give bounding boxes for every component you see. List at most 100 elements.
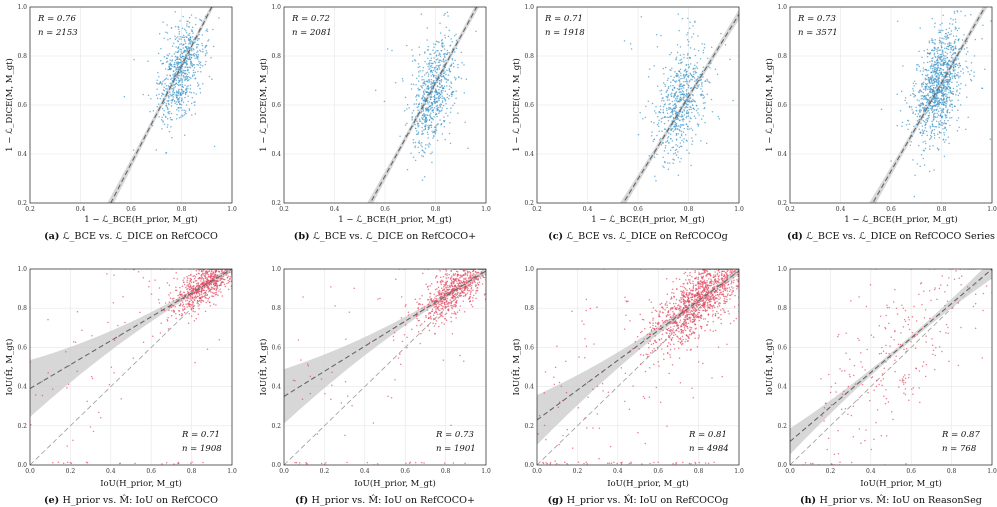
scatter-point <box>426 100 428 103</box>
scatter-point <box>460 281 463 284</box>
scatter-point <box>199 92 202 94</box>
scatter-point <box>440 122 443 125</box>
scatter-point <box>427 108 430 110</box>
scatter-point <box>220 270 223 272</box>
scatter-point <box>417 71 420 73</box>
scatter-point <box>444 301 446 304</box>
scatter-point <box>194 287 197 289</box>
scatter-point <box>438 98 441 100</box>
scatter-point <box>450 107 452 109</box>
scatter-point <box>421 75 423 78</box>
scatter-point <box>694 20 696 23</box>
scatter-point <box>190 289 193 292</box>
scatter-point <box>213 280 215 283</box>
scatter-point <box>432 322 434 324</box>
scatter-point <box>686 109 689 112</box>
scatter-point <box>213 284 216 287</box>
scatter-point <box>190 287 193 289</box>
scatter-point <box>677 88 680 91</box>
scatter-point <box>408 132 410 134</box>
scatter-point <box>679 115 681 118</box>
scatter-point <box>193 274 196 277</box>
x-tick-label: 0.0 <box>25 468 35 475</box>
scatter-point <box>438 104 441 106</box>
scatter-point <box>406 122 408 125</box>
scatter-point <box>507 162 509 164</box>
scatter-point <box>180 106 182 109</box>
scatter-point <box>423 112 425 115</box>
scatter-point <box>168 306 170 309</box>
scatter-point <box>434 323 437 325</box>
scatter-point <box>441 322 443 324</box>
scatter-point <box>427 57 429 60</box>
scatter-point <box>177 47 179 50</box>
scatter-point <box>459 295 461 297</box>
scatter-point <box>167 78 169 81</box>
scatter-point <box>183 305 185 308</box>
scatter-point <box>404 305 407 307</box>
scatter-point <box>452 291 454 293</box>
scatter-point <box>169 74 171 77</box>
x-tick-label: 0.6 <box>400 468 410 475</box>
scatter-point <box>202 279 205 281</box>
scatter-point <box>659 90 661 92</box>
scatter-point <box>684 107 686 109</box>
scatter-point <box>166 90 169 93</box>
scatter-point <box>942 98 945 101</box>
scatter-point <box>185 297 188 299</box>
scatter-point <box>436 100 438 102</box>
scatter-point <box>427 45 430 48</box>
scatter-point <box>210 283 213 286</box>
scatter-point <box>697 123 700 126</box>
scatter-point <box>165 85 168 87</box>
scatter-point <box>166 24 168 26</box>
scatter-point <box>108 383 111 386</box>
scatter-point <box>450 304 452 307</box>
scatter-point <box>417 109 419 111</box>
scatter-point <box>472 273 475 275</box>
scatter-point <box>933 134 936 136</box>
scatter-point <box>164 83 166 85</box>
scatter-point <box>943 85 946 88</box>
scatter-point <box>190 64 192 66</box>
scatter-point <box>937 61 940 64</box>
scatter-point <box>939 84 941 87</box>
scatter-point <box>952 90 954 93</box>
scatter-point <box>964 42 967 45</box>
scatter-point <box>439 304 442 306</box>
scatter-point <box>931 39 933 42</box>
scatter-point <box>943 84 945 86</box>
scatter-point <box>169 82 172 85</box>
scatter-point <box>927 94 930 97</box>
scatter-point <box>931 82 934 85</box>
scatter-point <box>948 33 951 36</box>
scatter-point <box>928 112 931 114</box>
scatter-point <box>926 69 928 72</box>
scatter-point <box>459 274 461 276</box>
scatter-point <box>933 97 936 99</box>
scatter-point <box>420 13 423 15</box>
scatter-point <box>455 278 457 281</box>
scatter-point <box>932 144 934 147</box>
scatter-point <box>690 108 692 110</box>
stat-r: R = 0.76 <box>37 14 76 24</box>
scatter-point <box>655 33 658 36</box>
scatter-point <box>950 30 953 32</box>
scatter-point <box>182 92 184 94</box>
scatter-point <box>444 71 446 73</box>
scatter-point <box>214 5 216 7</box>
scatter-point <box>928 148 931 150</box>
scatter-point <box>686 88 688 91</box>
scatter-point <box>181 81 184 84</box>
scatter-point <box>676 145 679 147</box>
scatter-point <box>442 46 444 48</box>
scatter-point <box>450 290 453 292</box>
scatter-point <box>212 278 215 280</box>
scatter-point <box>452 90 455 93</box>
scatter-point <box>908 105 911 108</box>
scatter-point <box>934 112 936 114</box>
scatter-point <box>473 294 475 297</box>
scatter-point <box>928 109 930 112</box>
scatter-point <box>689 87 692 90</box>
scatter-point <box>181 90 184 92</box>
